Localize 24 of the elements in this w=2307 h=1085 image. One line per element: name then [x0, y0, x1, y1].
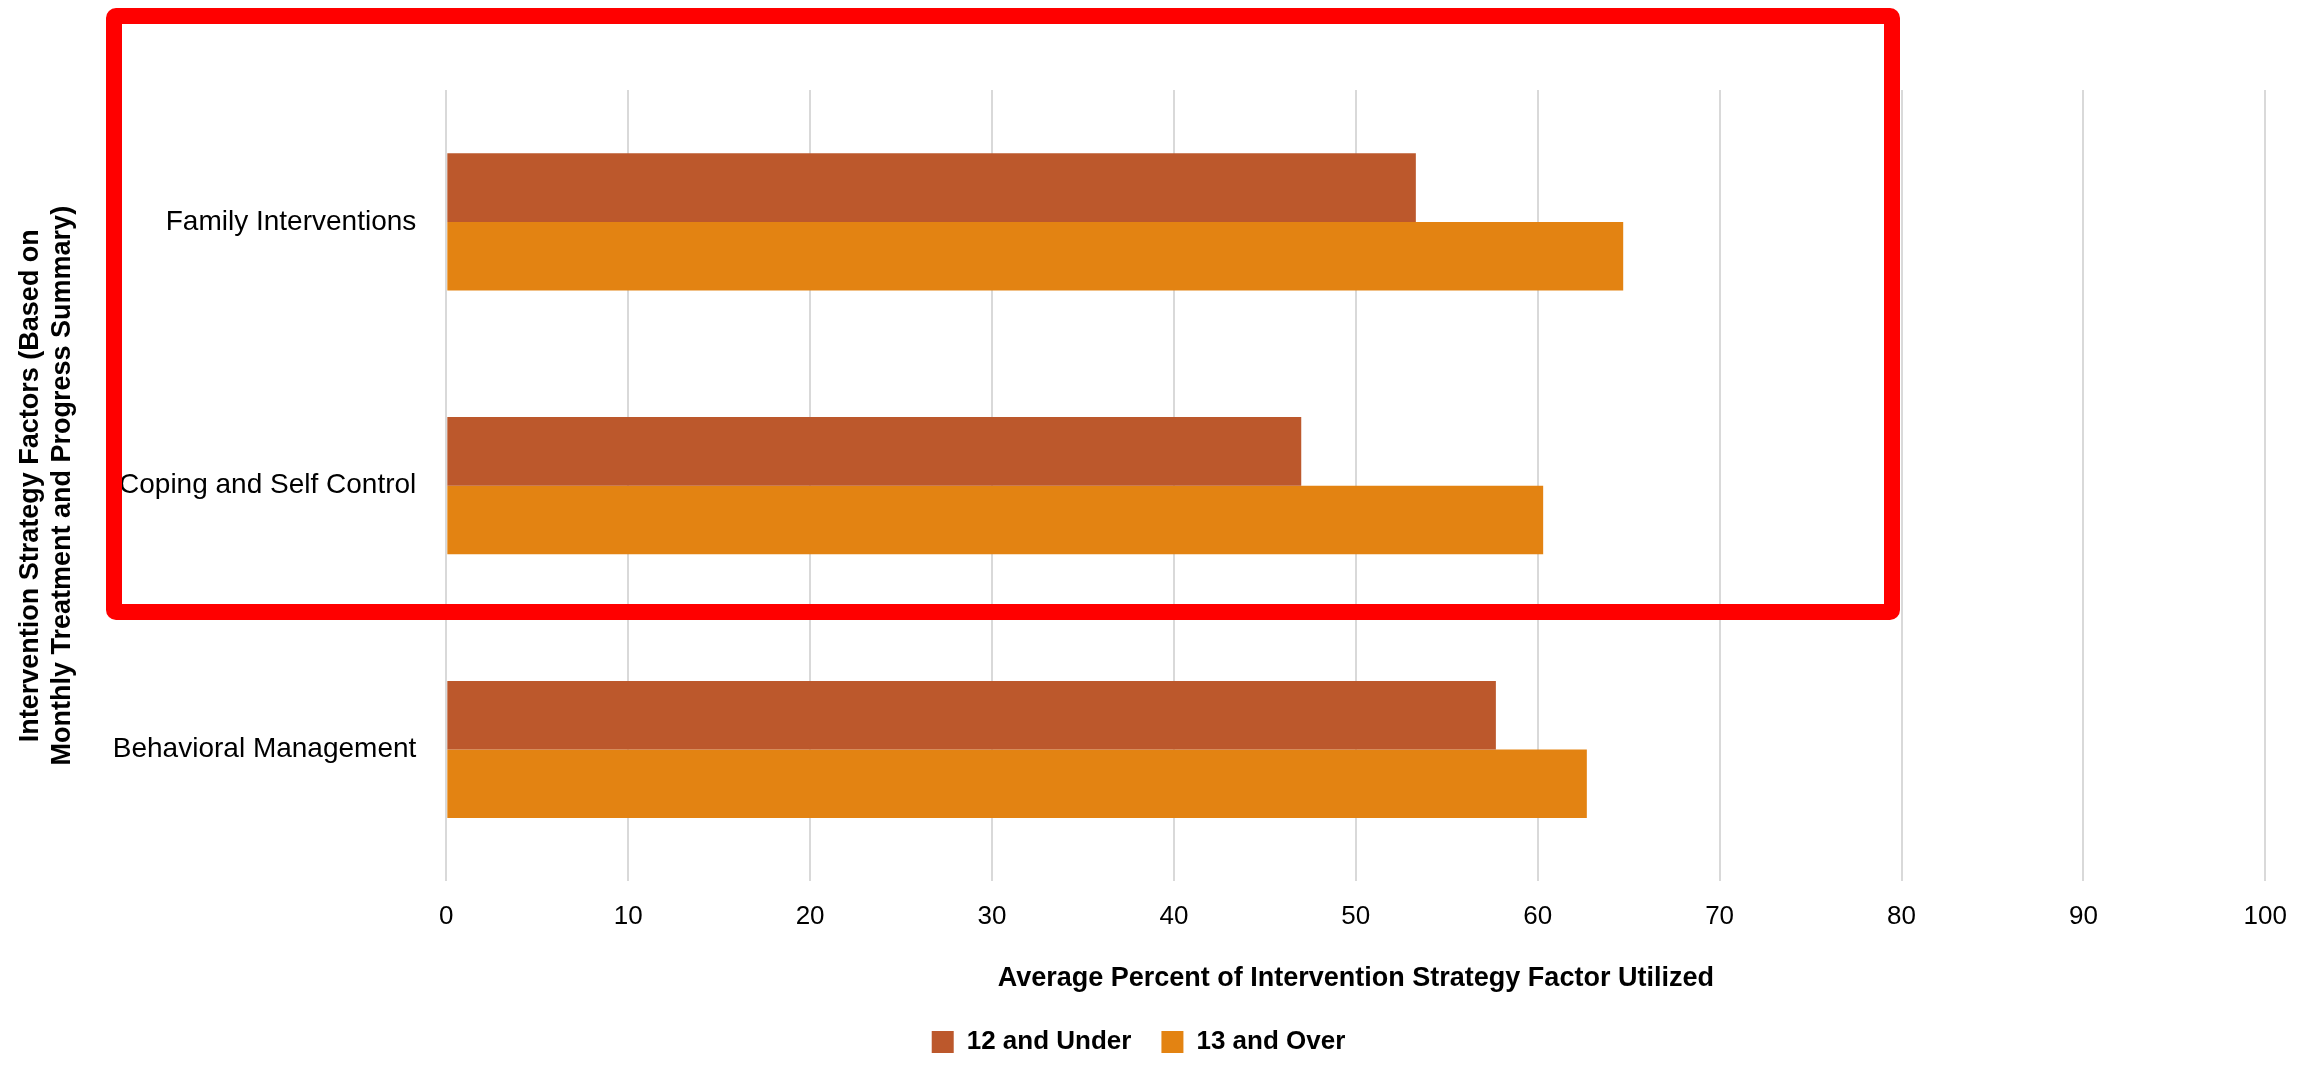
x-tick-label: 100: [2243, 900, 2288, 931]
legend-label: 13 and Over: [1196, 1025, 1346, 1056]
y-tick-label: Coping and Self Control: [119, 468, 417, 500]
x-tick-label: 10: [613, 900, 643, 931]
legend-label: 12 and Under: [966, 1025, 1132, 1056]
y-tick-label: Family Interventions: [165, 204, 417, 236]
x-axis-title: Average Percent of Intervention Strategy Factor Utilized: [997, 962, 1714, 993]
x-tick-label: 40: [1159, 900, 1189, 931]
x-tick-label: 50: [1341, 900, 1371, 931]
x-tick-label: 80: [1887, 900, 1916, 931]
bar: [447, 417, 1302, 486]
bar: [447, 485, 1544, 555]
bar: [447, 680, 1496, 750]
x-tick-label: 70: [1705, 900, 1735, 931]
y-axis-title: Intervention Strategy Factors (Based on Monthly Treatment and Progress Summary): [13, 205, 77, 766]
x-tick-label: 90: [2068, 900, 2098, 931]
x-tick-label: 20: [795, 900, 825, 931]
bar: [447, 749, 1587, 819]
bar: [447, 153, 1416, 222]
bar: [447, 221, 1624, 291]
x-tick-label: 0: [439, 900, 454, 931]
x-tick-label: 30: [977, 900, 1007, 931]
x-tick-label: 60: [1523, 900, 1553, 931]
y-tick-label: Behavioral Management: [112, 732, 417, 764]
